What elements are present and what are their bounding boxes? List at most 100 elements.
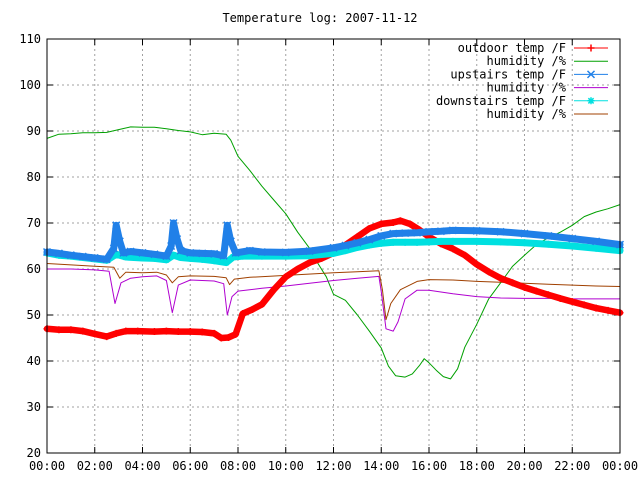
data-point bbox=[473, 260, 481, 268]
data-point bbox=[282, 273, 290, 281]
data-point bbox=[330, 249, 337, 257]
data-point bbox=[231, 248, 240, 257]
data-point bbox=[353, 233, 361, 241]
data-point bbox=[257, 247, 266, 257]
x-tick-label: 20:00 bbox=[506, 459, 542, 473]
data-point bbox=[568, 242, 576, 250]
data-point bbox=[112, 221, 121, 230]
data-point bbox=[437, 237, 445, 245]
x-tick-label: 06:00 bbox=[172, 459, 208, 473]
data-point bbox=[473, 237, 481, 245]
data-point bbox=[150, 250, 159, 259]
data-point bbox=[258, 252, 266, 260]
legend-item: upstairs temp /F bbox=[450, 67, 608, 81]
data-point bbox=[217, 334, 225, 342]
data-point bbox=[406, 220, 414, 228]
data-point bbox=[138, 248, 147, 257]
y-tick-label: 60 bbox=[27, 262, 41, 276]
legend-marker bbox=[587, 97, 595, 105]
data-point bbox=[150, 328, 158, 336]
data-point bbox=[520, 229, 529, 238]
data-point bbox=[90, 253, 99, 262]
data-point bbox=[67, 326, 75, 334]
data-point bbox=[413, 238, 421, 246]
data-point bbox=[210, 329, 218, 337]
data-point bbox=[365, 235, 374, 244]
data-point bbox=[169, 218, 178, 228]
data-point bbox=[91, 330, 99, 338]
data-point bbox=[282, 252, 290, 260]
series-2-humidity bbox=[46, 126, 621, 380]
data-point bbox=[112, 329, 120, 337]
data-point bbox=[365, 225, 373, 233]
data-point bbox=[78, 252, 87, 261]
data-point bbox=[186, 328, 194, 336]
x-tick-label: 18:00 bbox=[459, 459, 495, 473]
data-point bbox=[122, 253, 130, 261]
data-point bbox=[461, 251, 469, 259]
data-point bbox=[229, 253, 237, 261]
legend-label: upstairs temp /F bbox=[450, 67, 566, 81]
data-point bbox=[126, 247, 135, 256]
data-point bbox=[115, 237, 124, 246]
data-point bbox=[79, 327, 87, 335]
data-point bbox=[245, 246, 254, 255]
legend-label: humidity /% bbox=[487, 107, 567, 121]
x-axis: 00:00 02:00 04:00 06:00 08:00 10:00 12:00 14:00… bbox=[29, 39, 638, 473]
y-tick-label: 50 bbox=[27, 308, 41, 322]
data-point bbox=[258, 300, 266, 308]
data-point bbox=[521, 239, 528, 247]
x-tick-label: 04:00 bbox=[124, 459, 160, 473]
x-tick-label: 08:00 bbox=[220, 459, 256, 473]
data-point bbox=[544, 291, 552, 299]
data-point bbox=[568, 298, 576, 306]
data-point bbox=[162, 327, 170, 335]
series-line bbox=[46, 126, 621, 380]
y-tick-label: 20 bbox=[27, 446, 41, 460]
series-layer bbox=[42, 126, 625, 380]
data-point bbox=[485, 268, 493, 276]
data-point bbox=[219, 251, 228, 260]
data-point bbox=[103, 333, 111, 341]
data-point bbox=[556, 294, 564, 302]
data-point bbox=[150, 254, 158, 262]
data-point bbox=[532, 287, 540, 295]
x-tick-label: 02:00 bbox=[77, 459, 113, 473]
data-point bbox=[413, 228, 422, 237]
data-point bbox=[604, 306, 612, 314]
data-point bbox=[226, 237, 235, 246]
x-tick-label: 22:00 bbox=[554, 459, 590, 473]
x-tick-label: 16:00 bbox=[411, 459, 447, 473]
data-point bbox=[306, 259, 314, 267]
data-point bbox=[568, 234, 577, 243]
x-tick-label: 00:00 bbox=[29, 459, 65, 473]
data-point bbox=[389, 219, 397, 227]
data-point bbox=[66, 251, 75, 260]
data-point bbox=[186, 254, 194, 262]
data-point bbox=[306, 252, 314, 260]
data-point bbox=[472, 226, 481, 235]
data-point bbox=[134, 327, 142, 335]
data-point bbox=[294, 265, 302, 273]
x-tick-label: 00:00 bbox=[602, 459, 638, 473]
y-tick-label: 100 bbox=[19, 78, 41, 92]
chart-title: Temperature log: 2007-11-12 bbox=[222, 11, 417, 25]
data-point bbox=[177, 254, 185, 261]
data-point bbox=[176, 246, 185, 255]
legend-item: humidity /% bbox=[487, 54, 608, 68]
data-point bbox=[592, 237, 601, 246]
data-point bbox=[162, 252, 171, 261]
data-point bbox=[119, 248, 128, 257]
data-point bbox=[210, 257, 218, 265]
x-tick-label: 14:00 bbox=[363, 459, 399, 473]
data-point bbox=[401, 238, 409, 246]
data-point bbox=[592, 244, 600, 252]
y-tick-label: 70 bbox=[27, 216, 41, 230]
legend-item: downstairs temp /F bbox=[436, 94, 608, 108]
data-point bbox=[497, 274, 505, 282]
data-point bbox=[436, 227, 445, 236]
data-point bbox=[305, 247, 314, 256]
data-point bbox=[592, 304, 600, 312]
legend-item: humidity /% bbox=[487, 107, 608, 121]
data-point bbox=[389, 238, 397, 246]
